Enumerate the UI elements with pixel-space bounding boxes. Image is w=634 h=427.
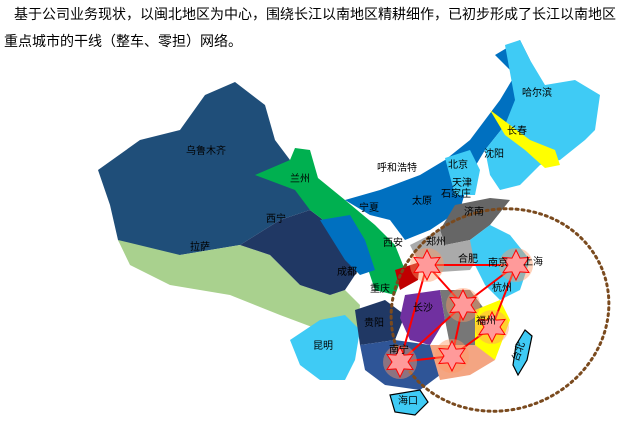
city-label: 成都 [337,266,357,278]
city-label: 南京 [488,256,508,269]
city-label: 乌鲁木齐 [186,144,226,157]
hub-star-icon [386,345,414,379]
region-hubei-red [395,262,420,290]
city-label: 长沙 [413,302,433,314]
region-taiwan [512,329,533,377]
city-label: 贵阳 [364,316,384,329]
city-label: 石家庄 [441,187,471,200]
city-label: 兰州 [290,172,310,185]
city-label: 济南 [464,205,484,218]
region-jiangsu [470,225,530,300]
city-label: 拉萨 [190,240,210,253]
region-sichuan [320,215,375,275]
city-label: 太原 [412,194,432,207]
city-label: 呼和浩特 [377,162,417,174]
city-label: 福州 [476,314,496,327]
city-label: 重庆 [370,282,390,295]
region-beijing-tianjin [445,150,480,195]
region-xinjiang [98,82,310,260]
city-label: 上海 [523,255,543,268]
city-label: 西安 [383,236,403,249]
city-label: 郑州 [426,235,446,248]
city-label: 天津 [452,177,472,189]
city-label: 海口 [398,394,418,407]
city-label: 长春 [507,125,527,137]
coverage-ring [389,207,611,413]
hub-stars [383,248,533,379]
route-line [491,264,517,328]
hub-star-icon [449,288,477,322]
region-tibet [118,240,360,350]
region-inner-mongolia [345,40,545,240]
city-label: 西宁 [266,212,286,225]
route-line [399,264,428,363]
city-label: 北京 [448,158,468,171]
region-northeast [485,40,600,190]
city-label: 沈阳 [484,147,504,160]
hub-star-icon [478,310,506,344]
city-label: 杭州 [492,281,512,294]
hub-star-icon [438,339,466,373]
route-line [399,304,464,363]
region-yunnan [290,315,360,380]
region-jilin-yellow [490,110,560,168]
city-label: 南宁 [389,343,409,356]
city-label: 合肥 [458,252,478,265]
city-label: 昆明 [313,340,333,352]
hub-star-icon [413,248,441,282]
city-label: 宁夏 [359,201,379,214]
hub-star-icon [502,248,530,282]
city-label: 哈尔滨 [522,86,552,99]
region-hainan [389,389,429,416]
intro-paragraph: 基于公司业务现状，以闽北地区为中心，围绕长江以南地区精耕细作，已初步形成了长江以… [4,7,616,50]
